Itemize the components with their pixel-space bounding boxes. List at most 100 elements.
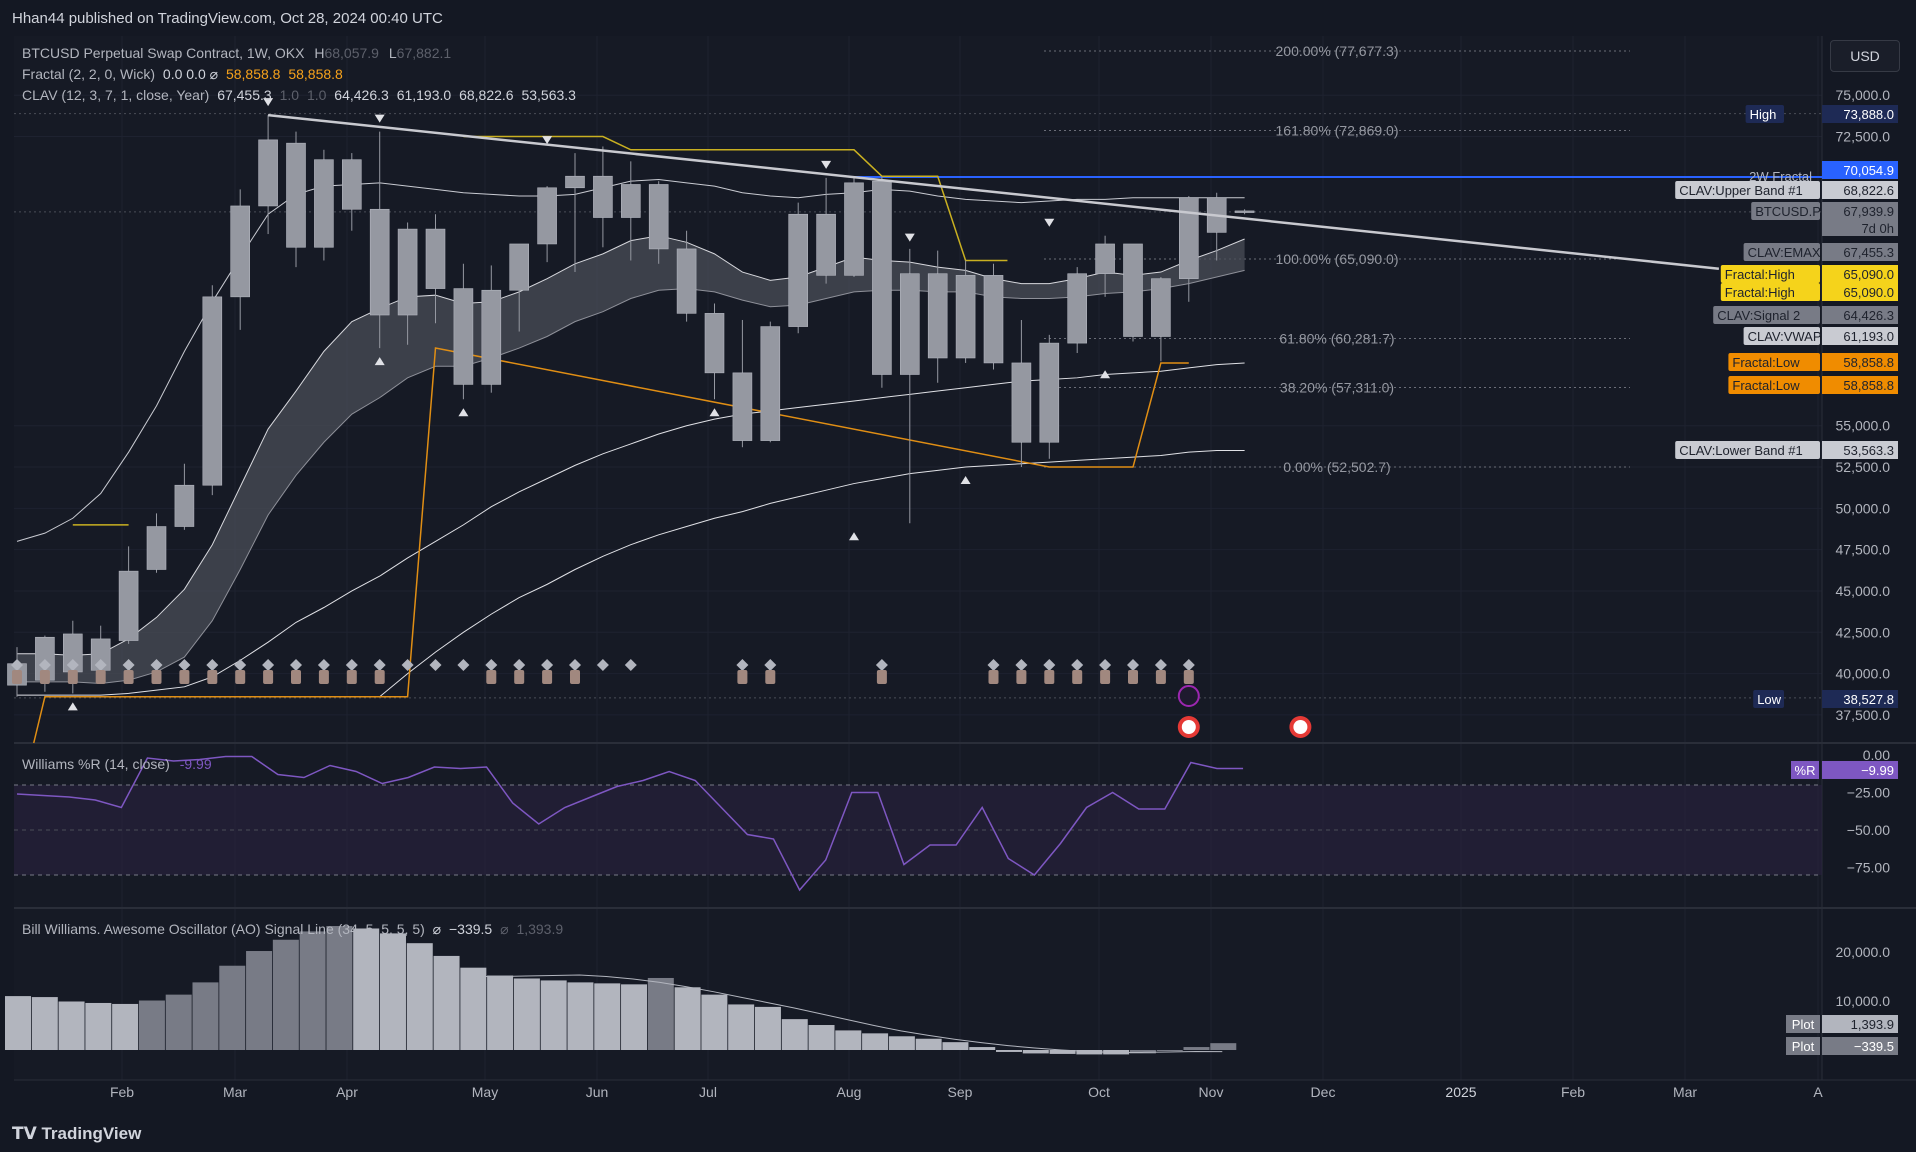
clav-value-2: 1.0 [279,87,300,103]
candle-body [1234,210,1255,213]
williams-tick-label: −75.00 [1847,860,1890,876]
signal-diamond-icon [736,659,749,671]
signal-diamond-icon [485,659,498,671]
signal-candle-icon [1128,670,1138,684]
signal-candle-icon [179,670,190,684]
clav-name: CLAV (12, 3, 7, 1, close, Year) [22,87,210,103]
fractal-legend[interactable]: Fractal (2, 2, 0, Wick) 0.0 0.0 ⌀ 58,858… [22,66,343,83]
fractal-name: Fractal (2, 2, 0, Wick) [22,66,156,82]
fractal-high-line [463,135,1008,262]
currency-button[interactable]: USD [1830,40,1900,72]
ao-signal-line [472,974,1223,1053]
price-tick-label: 72,500.0 [1836,129,1891,145]
price-tag-value: 68,822.6 [1843,183,1894,198]
time-tick-label: Feb [110,1084,134,1100]
fib-level-label: 0.00% (52,502.7) [1283,459,1390,475]
candle-body [788,213,809,327]
candle-body [844,182,864,276]
price-tick-label: 75,000.0 [1836,87,1891,103]
candle-body [983,275,1004,364]
flash-event-icon [1177,685,1200,707]
time-tick-label: Oct [1088,1084,1110,1100]
williams-name: Williams %R (14, close) [22,756,170,772]
publish-info: Hhan44 published on TradingView.com, Oct… [12,10,443,27]
symbol-legend[interactable]: BTCUSD Perpetual Swap Contract, 1W, OKX … [22,45,451,61]
signal-candle-icon [1155,670,1166,684]
price-tag-value: 67,939.9 [1843,204,1894,219]
price-tag-value: 73,888.0 [1843,107,1894,122]
signal-diamond-icon [457,659,470,671]
signal-candle-icon [514,670,525,684]
williams-legend[interactable]: Williams %R (14, close) -9.99 [22,756,212,772]
candle-body [286,142,306,248]
fractal-lo-value: 58,858.8 [288,66,343,82]
candle-body [1095,243,1115,275]
signal-diamond-icon [541,659,554,671]
tradingview-logo[interactable]: 𝗧𝗩 TradingView [12,1124,141,1144]
price-tag-value-box [1822,243,1898,261]
fractal-up-arrow [263,98,274,107]
candle-body [1039,342,1060,443]
signal-diamond-icon [178,659,191,671]
signal-candle-icon [570,670,580,684]
ao-bar [754,1006,781,1050]
ao-bar [1210,1043,1237,1050]
signal-diamond-icon [1043,659,1056,671]
signal-diamond-icon [11,659,23,671]
ao-bar [406,943,433,1050]
time-tick-label: Mar [223,1084,247,1100]
signal-candle-icon [542,670,553,684]
ao-bar [969,1047,996,1050]
price-tag-value-box [1822,181,1898,199]
clav-value-5: 61,193.0 [396,87,452,103]
signal-diamond-icon [596,659,609,671]
williams-tick-label: −50.00 [1847,822,1890,838]
time-tick-label: 2025 [1445,1084,1476,1100]
fractal-up-arrow [1044,218,1055,227]
signal-diamond-icon [1182,659,1195,671]
price-tick-label: 37,500.0 [1836,707,1891,723]
ao-legend[interactable]: Bill Williams. Awesome Oscillator (AO) S… [22,921,563,938]
brand-name: TradingView [41,1124,142,1143]
signal-diamond-icon [345,659,358,671]
signal-diamond-icon [1127,659,1139,671]
signal-diamond-icon [1015,659,1028,671]
signal-candle-icon [876,670,887,684]
clav-legend[interactable]: CLAV (12, 3, 7, 1, close, Year) 67,455.3… [22,87,576,103]
signal-candle-icon [346,670,357,684]
signal-diamond-icon [569,659,581,671]
williams-line [16,755,1244,892]
price-tag-value: 58,858.8 [1843,355,1894,370]
ao-tag-label: Plot [1792,1017,1815,1032]
signal-diamond-icon [66,659,79,671]
ao-bar [1022,1050,1049,1054]
ao-bar [567,982,594,1050]
signal-diamond-icon [38,659,51,671]
ao-bar [353,928,380,1050]
ao-name: Bill Williams. Awesome Oscillator (AO) S… [22,921,425,937]
ao-bar [138,1000,165,1050]
price-tag-label-box [1720,265,1820,283]
time-tick-label: Jun [586,1084,609,1100]
price-tag-label: CLAV:Lower Band #1 [1679,443,1803,458]
price-tick-label: 47,500.0 [1836,542,1891,558]
ao-bar [379,933,406,1050]
signal-candle-icon [263,670,274,684]
price-tag-label: High [1750,107,1777,122]
fractal-values: 0.0 0.0 ⌀ [162,66,219,82]
ao-bar [1156,1050,1183,1051]
low-value: 67,882.1 [396,45,452,61]
signal-candle-icon [1016,670,1027,684]
williams-tag-label: %R [1795,763,1816,778]
ao-value-3: ⌀ [500,921,509,937]
price-tag-value: 38,527.8 [1843,692,1894,707]
signal-candle-icon [486,670,497,684]
ao-bar [942,1042,969,1050]
price-tag-label: CLAV:Signal 2 [1717,308,1800,323]
high-label: H [314,45,325,61]
price-tag-label: BTCUSD.P [1755,204,1821,219]
candle-body [732,372,753,441]
signal-candle-icon [1044,670,1055,684]
williams-value: -9.99 [179,756,212,772]
